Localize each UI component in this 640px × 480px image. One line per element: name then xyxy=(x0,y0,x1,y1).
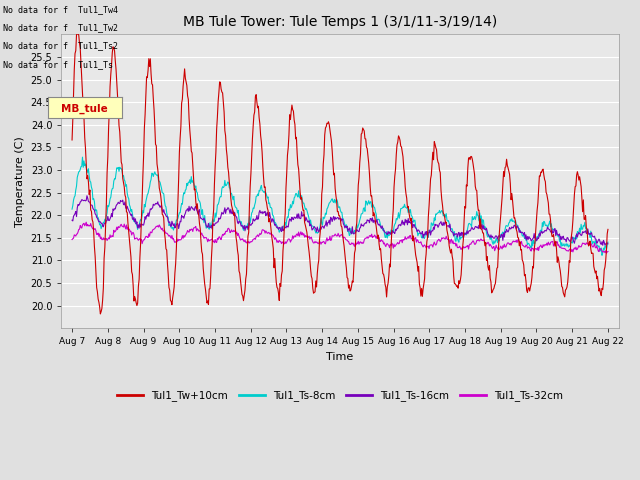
Text: No data for f  Tul1_Ts: No data for f Tul1_Ts xyxy=(3,60,113,69)
Text: MB_tule: MB_tule xyxy=(61,103,108,114)
Y-axis label: Temperature (C): Temperature (C) xyxy=(15,136,25,227)
Legend: Tul1_Tw+10cm, Tul1_Ts-8cm, Tul1_Ts-16cm, Tul1_Ts-32cm: Tul1_Tw+10cm, Tul1_Ts-8cm, Tul1_Ts-16cm,… xyxy=(113,386,567,406)
Title: MB Tule Tower: Tule Temps 1 (3/1/11-3/19/14): MB Tule Tower: Tule Temps 1 (3/1/11-3/19… xyxy=(183,15,497,29)
Text: No data for f  Tul1_Ts2: No data for f Tul1_Ts2 xyxy=(3,41,118,50)
Text: No data for f  Tul1_Tw4: No data for f Tul1_Tw4 xyxy=(3,5,118,14)
Text: No data for f  Tul1_Tw2: No data for f Tul1_Tw2 xyxy=(3,23,118,32)
X-axis label: Time: Time xyxy=(326,352,354,362)
